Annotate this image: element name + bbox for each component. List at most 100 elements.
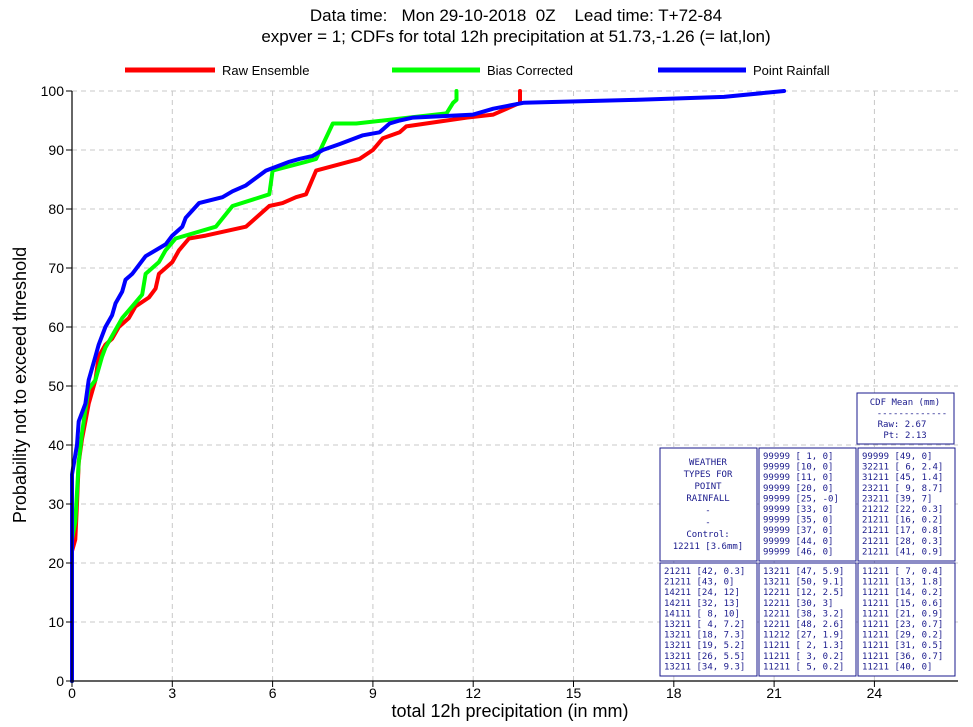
weather-code-2-9: 13211 [34, 9.3]	[664, 662, 745, 672]
weather-code-1-7: 21211 [17, 0.8]	[862, 526, 943, 536]
weather-code-0-6: 99999 [35, 0]	[763, 516, 833, 526]
weather-code-1-1: 32211 [ 6, 2.4]	[862, 463, 943, 473]
weather-code-4-0: 11211 [ 7, 0.4]	[862, 567, 943, 577]
weather-code-3-5: 12211 [48, 2.6]	[763, 620, 844, 630]
weather-code-0-0: 99999 [ 1, 0]	[763, 452, 833, 462]
weather-types-line-5: -	[705, 518, 710, 528]
weather-code-4-7: 11211 [31, 0.5]	[862, 641, 943, 651]
y-tick-label-5: 50	[48, 378, 64, 394]
chart-title-line1: Data time: Mon 29-10-2018 0Z Lead time: …	[310, 6, 722, 25]
tick-labels: 0 10 20 30 40 50 60 70 80 90 100 0 3 6 9 12 15 18 21 24	[41, 83, 883, 701]
weather-code-4-2: 11211 [14, 0.2]	[862, 588, 943, 598]
weather-code-2-4: 14111 [ 8, 10]	[664, 609, 740, 619]
y-tick-label-6: 60	[48, 319, 64, 335]
weather-code-2-1: 21211 [43, 0]	[664, 578, 734, 588]
weather-code-0-7: 99999 [37, 0]	[763, 526, 833, 536]
weather-code-4-8: 11211 [36, 0.7]	[862, 652, 943, 662]
weather-code-4-5: 11211 [23, 0.7]	[862, 620, 943, 630]
weather-code-3-0: 13211 [47, 5.9]	[763, 567, 844, 577]
legend: Raw Ensemble Bias Corrected Point Rainfall	[125, 63, 830, 78]
weather-types-line-2: POINT	[694, 482, 722, 492]
weather-code-2-7: 13211 [19, 5.2]	[664, 641, 745, 651]
legend-label-0: Raw Ensemble	[222, 63, 309, 78]
series-line-2	[70, 89, 787, 683]
cdf-mean-header: CDF Mean (mm)	[870, 398, 940, 408]
weather-types-box	[659, 447, 758, 562]
chart-title-line2: expver = 1; CDFs for total 12h precipita…	[261, 27, 770, 46]
weather-code-3-6: 11212 [27, 1.9]	[763, 631, 844, 641]
series-line-1	[70, 89, 459, 683]
weather-code-0-4: 99999 [25, -0]	[763, 494, 839, 504]
weather-types-line-1: TYPES FOR	[684, 470, 733, 480]
weather-code-1-8: 21211 [28, 0.3]	[862, 537, 943, 547]
weather-code-0-3: 99999 [20, 0]	[763, 484, 833, 494]
weather-code-0-8: 99999 [44, 0]	[763, 537, 833, 547]
weather-code-box-0	[758, 447, 857, 562]
weather-code-3-4: 12211 [38, 3.2]	[763, 609, 844, 619]
weather-code-2-3: 14211 [32, 13]	[664, 599, 740, 609]
weather-code-2-6: 13211 [18, 7.3]	[664, 631, 745, 641]
weather-code-1-3: 23211 [ 9, 8.7]	[862, 484, 943, 494]
weather-code-4-1: 11211 [13, 1.8]	[862, 578, 943, 588]
cdf-mean-divider: -------------	[877, 409, 947, 419]
x-tick-label-6: 18	[666, 685, 682, 701]
x-tick-label-1: 3	[168, 685, 176, 701]
y-tick-label-10: 100	[41, 83, 65, 99]
x-tick-label-5: 15	[566, 685, 582, 701]
x-tick-label-3: 9	[369, 685, 377, 701]
y-tick-label-4: 40	[48, 437, 64, 453]
x-tick-label-0: 0	[68, 685, 76, 701]
series-lines	[70, 89, 787, 683]
x-tick-label-4: 12	[465, 685, 481, 701]
weather-code-0-1: 99999 [10, 0]	[763, 463, 833, 473]
weather-code-2-5: 13211 [ 4, 7.2]	[664, 620, 745, 630]
weather-code-4-6: 11211 [29, 0.2]	[862, 631, 943, 641]
y-tick-label-2: 20	[48, 555, 64, 571]
x-axis-label: total 12h precipitation (in mm)	[391, 701, 628, 721]
weather-code-box-4	[857, 562, 956, 677]
weather-code-3-9: 11211 [ 5, 0.2]	[763, 662, 844, 672]
weather-code-2-2: 14211 [24, 12]	[664, 588, 740, 598]
weather-types-line-7: 12211 [3.6mm]	[673, 542, 743, 552]
axes	[66, 90, 958, 687]
y-tick-label-1: 10	[48, 614, 64, 630]
x-tick-label-7: 21	[766, 685, 782, 701]
weather-code-3-7: 11211 [ 2, 1.3]	[763, 641, 844, 651]
weather-code-4-3: 11211 [15, 0.6]	[862, 599, 943, 609]
y-tick-label-9: 90	[48, 142, 64, 158]
weather-code-box-3	[758, 562, 857, 677]
weather-code-3-8: 11211 [ 3, 0.2]	[763, 652, 844, 662]
weather-code-3-1: 13211 [50, 9.1]	[763, 578, 844, 588]
y-tick-label-3: 30	[48, 496, 64, 512]
x-tick-label-8: 24	[867, 685, 883, 701]
weather-code-1-0: 99999 [49, 0]	[862, 452, 932, 462]
weather-code-2-8: 13211 [26, 5.5]	[664, 652, 745, 662]
weather-code-box-2	[659, 562, 758, 677]
legend-label-1: Bias Corrected	[487, 63, 573, 78]
grid-lines	[72, 90, 958, 681]
cdf-mean-pt: Pt: 2.13	[883, 431, 926, 441]
weather-code-1-5: 21212 [22, 0.3]	[862, 505, 943, 515]
y-axis-label: Probability not to exceed threshold	[10, 247, 30, 523]
weather-code-1-6: 21211 [16, 0.2]	[862, 516, 943, 526]
x-tick-label-2: 6	[269, 685, 277, 701]
weather-code-0-5: 99999 [33, 0]	[763, 505, 833, 515]
weather-code-0-2: 99999 [11, 0]	[763, 473, 833, 483]
weather-types-line-0: WEATHER	[689, 458, 728, 468]
weather-code-2-0: 21211 [42, 0.3]	[664, 567, 745, 577]
weather-code-4-4: 11211 [21, 0.9]	[862, 609, 943, 619]
cdf-mean-raw: Raw: 2.67	[878, 420, 927, 430]
weather-code-1-2: 31211 [45, 1.4]	[862, 473, 943, 483]
y-tick-label-8: 80	[48, 201, 64, 217]
weather-types-line-4: -	[705, 506, 710, 516]
weather-code-1-4: 23211 [39, 7]	[862, 494, 932, 504]
weather-code-3-2: 12211 [12, 2.5]	[763, 588, 844, 598]
weather-code-0-9: 99999 [46, 0]	[763, 547, 833, 557]
weather-code-box-1	[857, 447, 956, 562]
y-tick-label-0: 0	[56, 673, 64, 689]
weather-types-line-3: RAINFALL	[686, 494, 729, 504]
cdf-mean-box	[856, 392, 955, 445]
legend-label-2: Point Rainfall	[753, 63, 830, 78]
